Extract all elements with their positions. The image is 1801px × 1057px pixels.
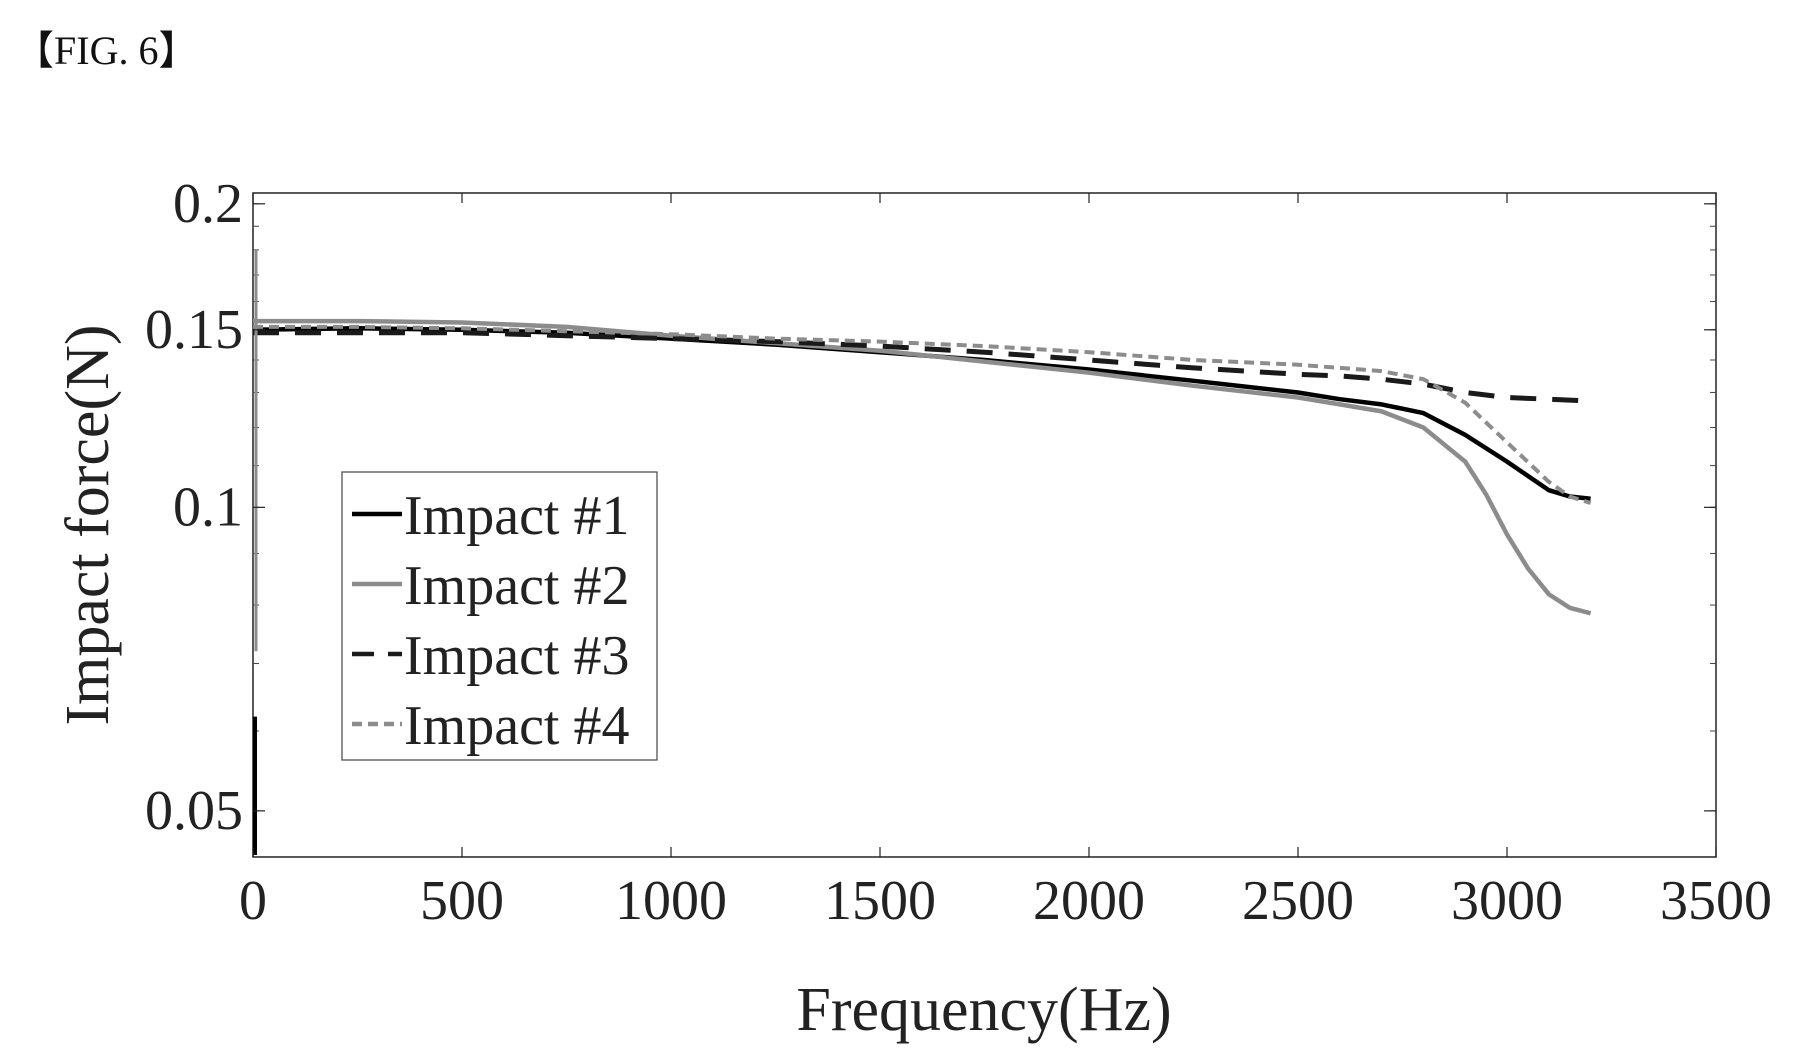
ticks-group: 0 500 1000 1500 2000 2500 3000 3500 0.05 0.1 0.15 0… — [145, 173, 1772, 932]
series-group — [252, 249, 1592, 855]
x-tick-label: 2500 — [1242, 870, 1354, 932]
legend-label-impact-1: Impact #1 — [404, 485, 629, 547]
series-line-impact-3 — [253, 330, 1591, 404]
x-tick-label: 1500 — [824, 870, 936, 932]
x-tick-label: 2000 — [1033, 870, 1145, 932]
legend-label-impact-4: Impact #4 — [404, 695, 629, 757]
series-line-impact-4 — [253, 324, 1592, 505]
y-tick-label: 0.15 — [145, 299, 243, 361]
y-tick-label: 0.1 — [173, 476, 243, 538]
legend-box — [341, 471, 658, 761]
y-tick-label: 0.05 — [145, 780, 243, 842]
x-tick-label: 500 — [420, 870, 504, 932]
legend-label-impact-3: Impact #3 — [404, 625, 629, 687]
x-tick-label: 3500 — [1660, 870, 1772, 932]
series-line-impact-2 — [253, 318, 1592, 616]
x-tick-label: 0 — [239, 870, 267, 932]
legend: Impact #1 Impact #2 Impact #3 Impact #4 — [341, 471, 658, 761]
figure-label: 【FIG. 6】 — [14, 28, 199, 73]
legend-label-impact-2: Impact #2 — [404, 555, 629, 617]
y-tick-label: 0.2 — [173, 173, 243, 235]
x-axis-label: Frequency(Hz) — [796, 976, 1171, 1044]
x-tick-label: 1000 — [615, 870, 727, 932]
x-tick-label: 3000 — [1451, 870, 1563, 932]
y-axis-label: Impact force(N) — [54, 324, 122, 725]
